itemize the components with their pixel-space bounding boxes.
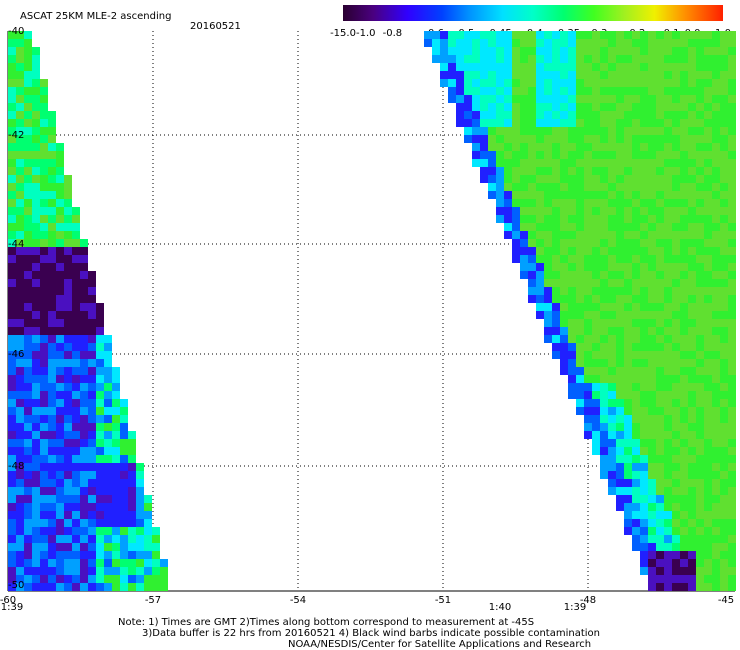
time-label: 1:39	[564, 602, 586, 613]
lon-label: -51	[435, 595, 451, 606]
lat-label: -50	[8, 580, 24, 591]
colorbar-gradient	[343, 5, 723, 21]
left-swath	[8, 31, 168, 591]
colorbar-tick-label: -15.0	[330, 28, 356, 39]
time-label: 1:39	[1, 602, 23, 613]
lon-label: -60	[0, 595, 16, 606]
note-line-1: Note: 1) Times are GMT 2)Times along bot…	[118, 617, 535, 628]
lon-label: -45	[718, 595, 734, 606]
time-label: 1:40	[489, 602, 511, 613]
note-line-2: 3)Data buffer is 22 hrs from 20160521 4)…	[142, 628, 600, 639]
axis-labels: -40 -42 -44 -46 -48 -50 -60 -57 -54 -51 -48 -45 1:39…	[0, 26, 734, 613]
right-swath	[424, 31, 736, 591]
note-line-3: NOAA/NESDIS/Center for Satellite Applica…	[288, 639, 592, 650]
map-date: 20160521	[190, 21, 241, 32]
lat-label: -46	[8, 349, 24, 360]
lat-label: -40	[8, 26, 24, 37]
colorbar-tick-label: -1.0	[356, 28, 376, 39]
map-title: ASCAT 25KM MLE-2 ascending	[20, 11, 171, 22]
lon-label: -48	[580, 595, 596, 606]
lat-label: -48	[8, 461, 24, 472]
lon-label: -54	[290, 595, 306, 606]
lon-label: -57	[145, 595, 161, 606]
colorbar-tick-label: -0.8	[383, 28, 403, 39]
lat-label: -42	[8, 130, 24, 141]
lat-label: -44	[8, 239, 24, 250]
